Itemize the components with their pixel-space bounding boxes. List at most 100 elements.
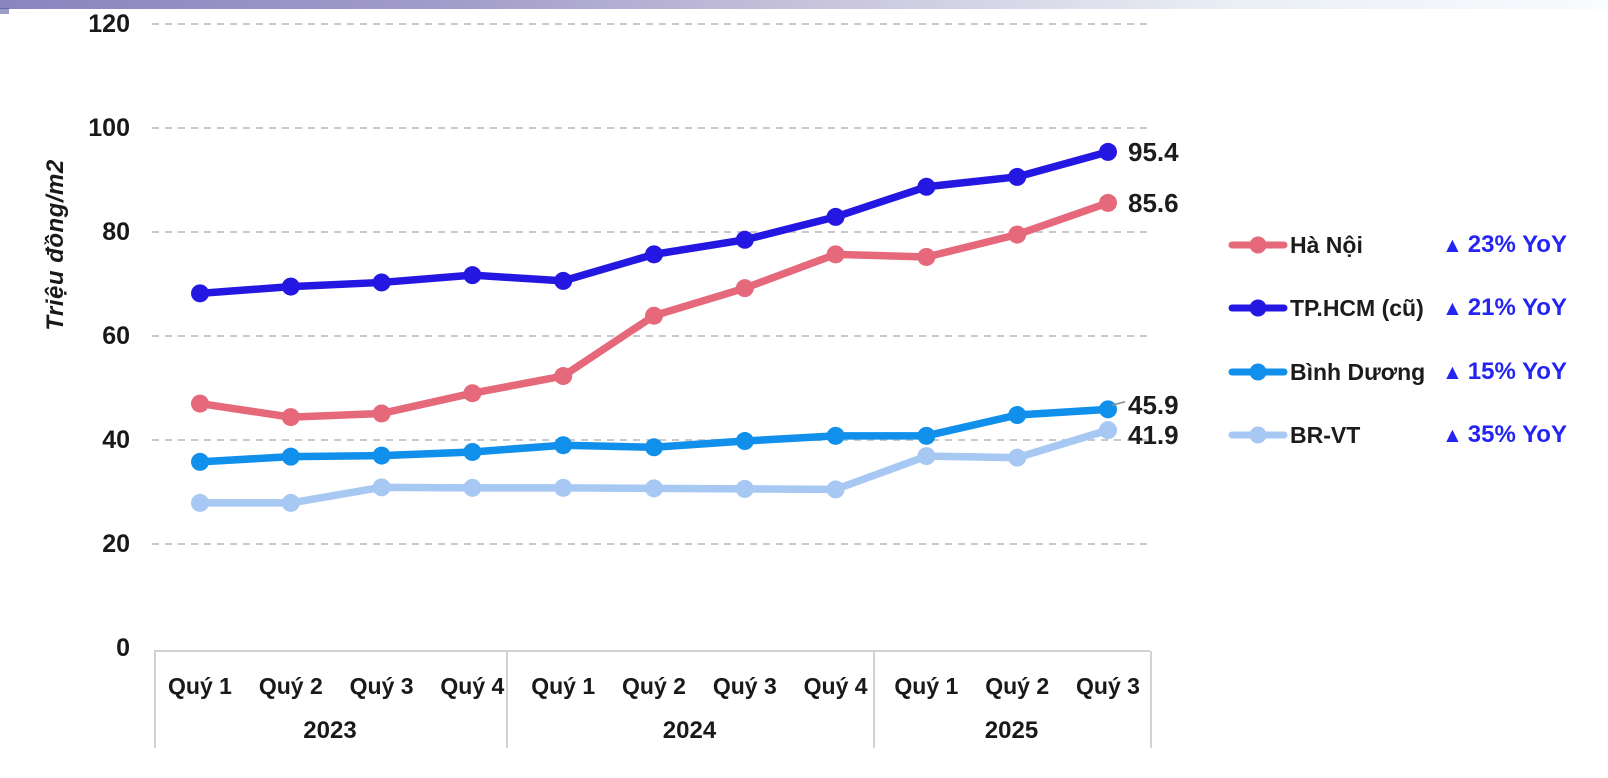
- yoy-badge: ▲ 23% YoY: [1442, 230, 1567, 260]
- yoy-up-arrow-icon: ▲: [1442, 234, 1463, 257]
- series-marker: [1008, 167, 1027, 186]
- series-marker: [554, 436, 573, 455]
- y-tick-label: 20: [102, 530, 130, 558]
- series-marker: [826, 207, 845, 226]
- series-marker: [1099, 421, 1117, 440]
- legend-label: TP.HCM (cũ): [1290, 295, 1424, 321]
- x-axis-line: [154, 650, 1150, 652]
- legend-line-marker-icon: [1228, 363, 1288, 380]
- yoy-value: 15% YoY: [1467, 357, 1567, 385]
- series-end-label: 85.6: [1128, 187, 1179, 218]
- series-marker: [372, 404, 391, 423]
- yoy-badge: ▲ 15% YoY: [1442, 357, 1567, 387]
- legend-line-marker-icon: [1228, 426, 1288, 444]
- series-marker: [735, 279, 754, 298]
- series-end-label: 41.9: [1128, 419, 1179, 450]
- quarter-label: Quý 1: [894, 673, 959, 699]
- legend-line-marker-icon: [1228, 236, 1288, 254]
- series-marker: [281, 277, 300, 296]
- series-marker: [1008, 225, 1027, 244]
- series-marker: [1099, 193, 1117, 212]
- series-marker: [1008, 406, 1027, 425]
- year-label: 2024: [662, 717, 717, 744]
- yoy-up-arrow-icon: ▲: [1442, 297, 1463, 320]
- quarter-label: Quý 4: [803, 673, 868, 699]
- series-end-label: 95.4: [1128, 136, 1179, 167]
- series-marker: [917, 247, 936, 266]
- series-marker: [372, 273, 391, 292]
- yoy-value: 35% YoY: [1467, 421, 1567, 448]
- series-marker: [191, 493, 209, 512]
- y-tick-label: 60: [102, 322, 130, 350]
- legend-row: BR-VT ▲ 35% YoY: [1228, 420, 1600, 450]
- series-marker: [463, 442, 482, 461]
- series-marker: [826, 245, 845, 264]
- legend-row: Hà Nội ▲ 23% YoY: [1228, 230, 1600, 260]
- series-marker: [554, 478, 573, 497]
- series-marker: [645, 245, 663, 264]
- yoy-badge: ▲ 35% YoY: [1442, 420, 1567, 450]
- series-marker: [1099, 400, 1117, 419]
- quarter-label: Quý 2: [258, 673, 323, 699]
- window-corner-artifact: [0, 8, 9, 14]
- y-tick-label: 120: [88, 10, 130, 38]
- series-marker: [463, 266, 482, 285]
- y-tick-label: 0: [116, 634, 130, 662]
- legend-row: Bình Dương ▲ 15% YoY: [1228, 357, 1600, 387]
- legend-line-marker-icon: [1228, 299, 1288, 317]
- series-marker: [645, 306, 663, 325]
- quarter-label: Quý 4: [440, 673, 505, 699]
- x-axis-column-divider: [154, 651, 156, 748]
- series-marker: [917, 447, 936, 466]
- yoy-up-arrow-icon: ▲: [1442, 360, 1463, 384]
- x-axis-column-divider: [1150, 651, 1152, 748]
- y-tick-label: 40: [102, 426, 130, 454]
- quarter-label: Quý 3: [712, 673, 777, 699]
- yoy-up-arrow-icon: ▲: [1442, 424, 1463, 447]
- quarter-label: Quý 3: [349, 673, 414, 699]
- series-line: [196, 148, 1112, 298]
- year-label: 2025: [984, 717, 1039, 744]
- series-marker: [281, 408, 300, 427]
- series-marker: [645, 479, 663, 498]
- series-marker: [645, 438, 663, 457]
- series-marker: [735, 230, 754, 249]
- legend-label: Hà Nội: [1290, 232, 1363, 258]
- x-axis-column-divider: [506, 651, 508, 748]
- legend-label: Bình Dương: [1290, 358, 1426, 385]
- y-tick-label: 80: [102, 218, 130, 246]
- series-marker: [1099, 142, 1117, 161]
- quarter-label: Quý 3: [1076, 673, 1140, 699]
- quarter-label: Quý 1: [168, 673, 232, 699]
- series-marker: [735, 479, 754, 498]
- series-marker: [917, 177, 936, 196]
- end-label-leader-line: [1111, 400, 1126, 407]
- series-marker: [463, 478, 482, 497]
- series-marker: [554, 271, 573, 290]
- x-axis-column-divider: [873, 651, 875, 748]
- series-marker: [735, 432, 754, 451]
- series-marker: [191, 394, 209, 413]
- series-marker: [554, 367, 573, 386]
- legend-label: BR-VT: [1290, 422, 1361, 448]
- series-marker: [191, 284, 209, 303]
- quarter-label: Quý 2: [985, 673, 1050, 699]
- quarter-label: Quý 2: [622, 673, 686, 699]
- series-marker: [281, 447, 300, 466]
- yoy-badge: ▲ 21% YoY: [1442, 293, 1567, 323]
- series-marker: [372, 478, 391, 497]
- series-marker: [463, 384, 482, 403]
- yoy-value: 21% YoY: [1467, 294, 1567, 321]
- series-marker: [1008, 448, 1027, 467]
- series-end-label: 45.9: [1128, 389, 1179, 420]
- series-marker: [826, 426, 845, 445]
- quarter-label: Quý 1: [531, 673, 596, 699]
- series-marker: [917, 426, 936, 445]
- legend-row: TP.HCM (cũ) ▲ 21% YoY: [1228, 293, 1600, 323]
- series-marker: [826, 480, 845, 499]
- yoy-value: 23% YoY: [1467, 231, 1567, 258]
- year-label: 2023: [303, 717, 357, 744]
- series-marker: [281, 493, 300, 512]
